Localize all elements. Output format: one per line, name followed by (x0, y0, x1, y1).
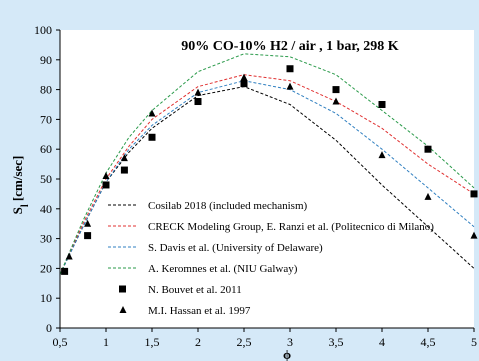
y-tick-label: 90 (40, 53, 52, 67)
series-3 (59, 80, 475, 275)
data-point-triangle (102, 172, 110, 180)
data-point-square (470, 190, 478, 198)
legend-swatch (119, 306, 127, 313)
x-tick-label: 5 (471, 335, 477, 349)
legend-item: A. Keromnes et al. (NIU Galway) (108, 263, 298, 275)
series-2 (59, 74, 475, 275)
y-tick-label: 20 (40, 261, 52, 275)
series-line (59, 80, 475, 275)
data-point-triangle (65, 252, 73, 260)
y-tick-label: 70 (40, 112, 52, 126)
x-axis-label: ϕ (283, 347, 291, 361)
y-tick-label: 30 (40, 232, 52, 246)
y-tick-label: 100 (34, 23, 52, 37)
data-point-triangle (424, 192, 432, 200)
data-point-square (84, 232, 92, 240)
data-point-triangle (286, 82, 294, 90)
data-point-square (148, 133, 156, 141)
legend-item: Cosilab 2018 (included mechanism) (108, 200, 307, 212)
data-point-triangle (84, 219, 92, 227)
legend-swatch (119, 285, 126, 293)
y-tick-label: 10 (40, 291, 52, 305)
x-tick-label: 4 (379, 335, 385, 349)
x-tick-label: 4,5 (421, 335, 436, 349)
data-point-triangle (332, 97, 340, 105)
legend-item: N. Bouvet et al. 2011 (119, 284, 242, 296)
x-tick-label: 2,5 (237, 335, 252, 349)
data-point-triangle (194, 88, 202, 96)
plot-area (60, 30, 474, 328)
data-point-square (102, 181, 110, 189)
x-axis-ticks: 0,5 1 1,5 2 2,5 3 3,5 4 4,5 5 (53, 328, 477, 349)
legend-label: Cosilab 2018 (included mechanism) (148, 200, 307, 212)
y-tick-label: 60 (40, 142, 52, 156)
data-point-square (378, 101, 386, 108)
legend-label: CRECK Modeling Group, E. Ranzi et al. (P… (148, 221, 434, 233)
data-point-triangle (148, 109, 156, 117)
series-line (59, 74, 475, 275)
legend-label: M.I. Hassan et al. 1997 (148, 305, 251, 317)
data-point-triangle (470, 231, 478, 239)
y-tick-label: 80 (40, 83, 52, 97)
y-tick-label: 40 (40, 202, 52, 216)
legend-label: N. Bouvet et al. 2011 (148, 284, 242, 296)
series-6 (65, 73, 478, 260)
x-tick-label: 3,5 (329, 335, 344, 349)
series-4 (59, 53, 475, 275)
x-tick-label: 0,5 (53, 335, 68, 349)
data-point-square (424, 145, 432, 153)
chart-title: 90% CO-10% H2 / air , 1 bar, 298 K (181, 39, 399, 54)
legend-item: CRECK Modeling Group, E. Ranzi et al. (P… (108, 221, 434, 233)
data-point-square (332, 86, 340, 94)
x-tick-label: 3 (287, 335, 293, 349)
legend-label: S. Davis et al. (University of Delaware) (148, 242, 323, 254)
data-point-square (61, 267, 69, 275)
chart-marks (59, 53, 478, 275)
data-point-triangle (120, 154, 128, 162)
y-axis-label: Sl [cm/sec] (10, 156, 31, 215)
y-tick-label: 50 (40, 172, 52, 186)
data-point-square (286, 65, 294, 73)
data-point-triangle (378, 151, 386, 159)
legend-item: S. Davis et al. (University of Delaware) (108, 242, 323, 254)
data-point-square (240, 80, 248, 88)
legend-item: M.I. Hassan et al. 1997 (119, 305, 251, 317)
x-tick-label: 1 (103, 335, 109, 349)
x-tick-label: 1,5 (145, 335, 160, 349)
x-tick-label: 2 (195, 335, 201, 349)
series-5 (61, 65, 478, 275)
y-axis-ticks: 0 10 20 30 40 50 60 70 80 90 100 (34, 23, 60, 335)
legend-label: A. Keromnes et al. (NIU Galway) (148, 263, 298, 275)
series-line (59, 53, 475, 275)
legend: Cosilab 2018 (included mechanism) CRECK M… (108, 200, 434, 317)
data-point-triangle (240, 73, 248, 81)
data-point-square (194, 98, 202, 106)
y-tick-label: 0 (46, 321, 52, 335)
data-point-square (120, 166, 128, 174)
